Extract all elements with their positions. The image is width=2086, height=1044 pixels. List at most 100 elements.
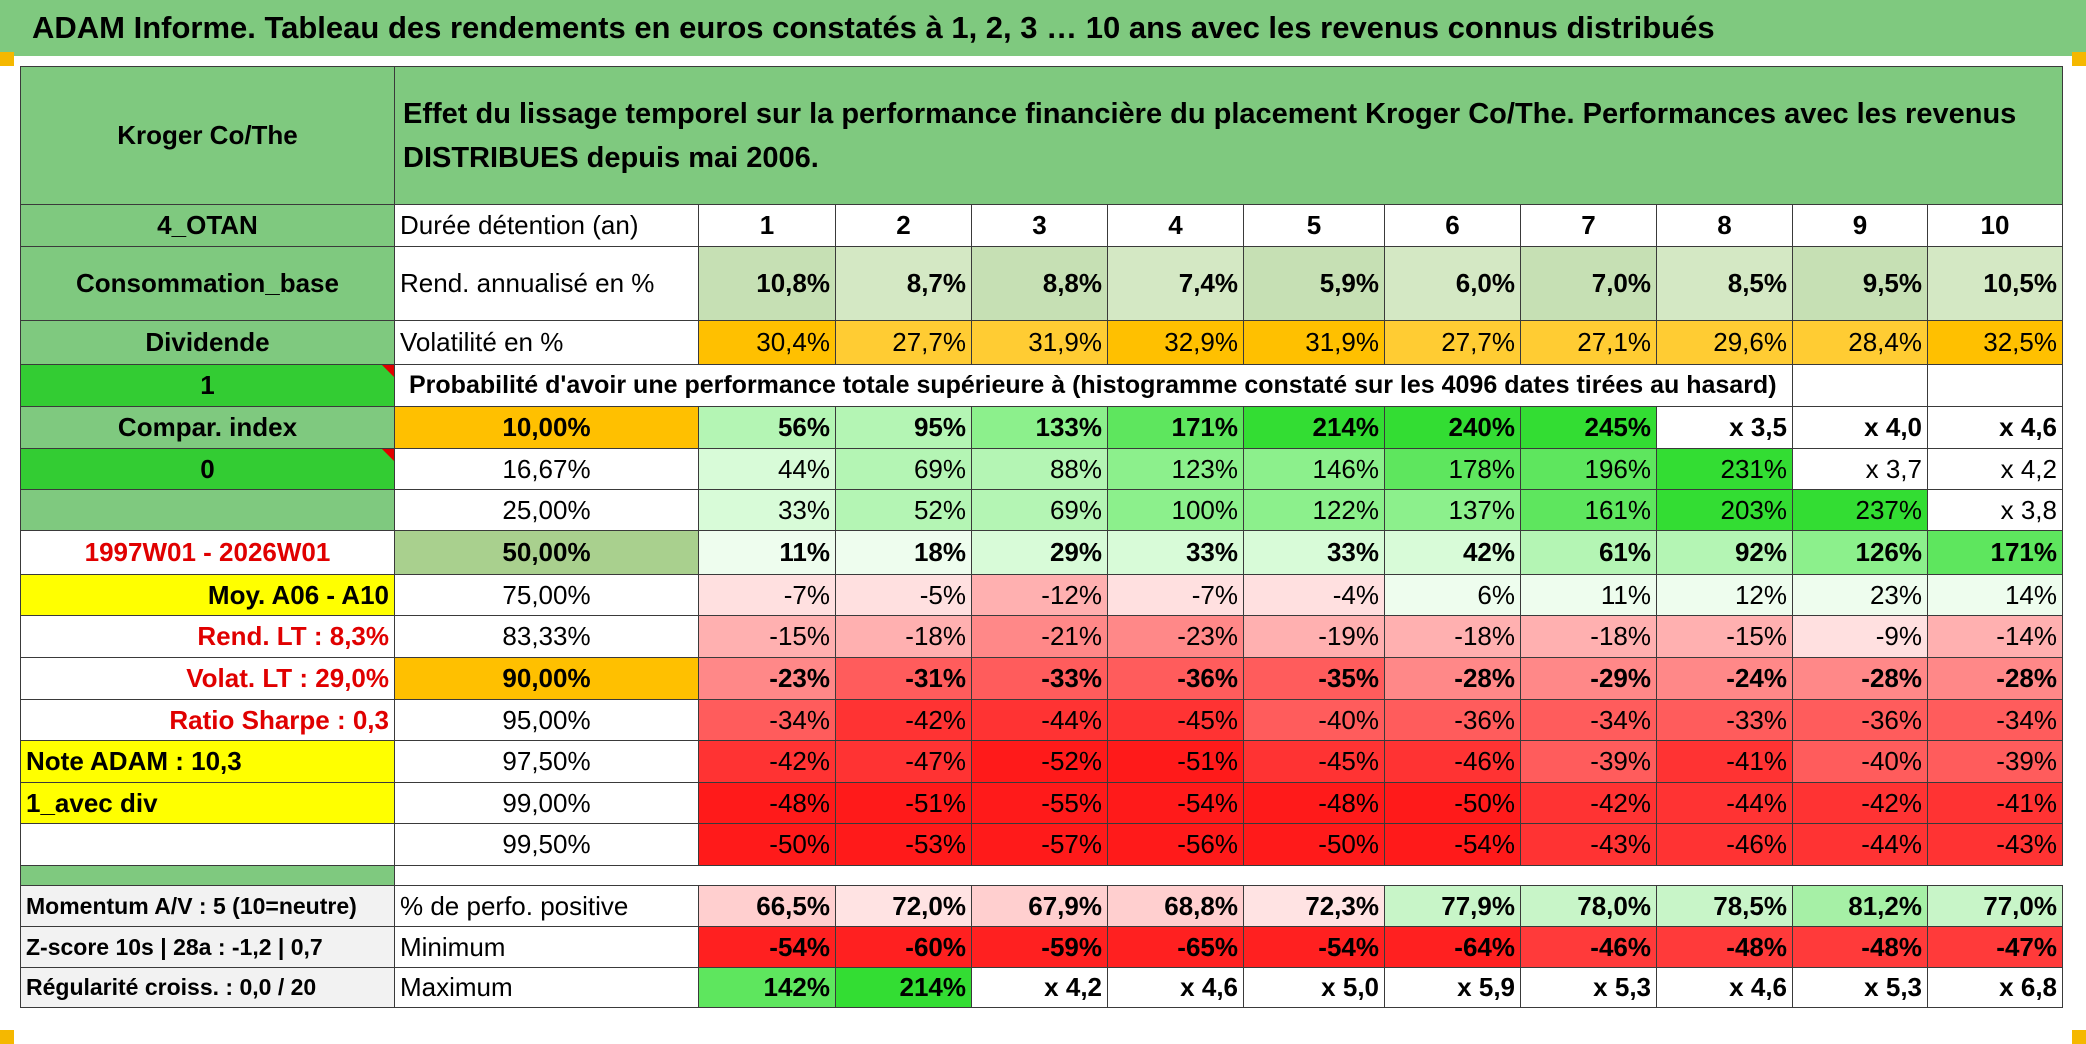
stat-value: x 4,2: [971, 967, 1108, 1008]
perf-value: -21%: [971, 615, 1108, 658]
perf-value: -42%: [1792, 782, 1928, 824]
perf-value: 6%: [1384, 574, 1521, 616]
perf-value: -54%: [1107, 782, 1244, 824]
perf-value: -36%: [1107, 657, 1244, 700]
info-left-cell: Dividende: [20, 320, 395, 365]
perf-value: -15%: [1656, 615, 1793, 658]
perf-value: 171%: [1107, 406, 1244, 449]
perf-value: -23%: [698, 657, 836, 700]
info-value: 32,9%: [1107, 320, 1244, 365]
perf-value: -36%: [1384, 699, 1521, 741]
perf-row: Compar. index 10,00% 56% 95% 133% 171% 214% 240…: [20, 406, 2063, 449]
perf-value: -34%: [1927, 699, 2063, 741]
stat-value: -65%: [1107, 926, 1244, 968]
perf-value: -50%: [698, 823, 836, 866]
perf-value: 88%: [971, 448, 1108, 490]
perf-value: 92%: [1656, 530, 1793, 575]
stat-value: 78,0%: [1520, 885, 1657, 927]
performance-table: Kroger Co/The Effet du lissage temporel s…: [20, 66, 2063, 1008]
info-value: 4: [1107, 204, 1244, 247]
perf-value: 214%: [1243, 406, 1385, 449]
perf-left-cell: 0: [20, 448, 395, 490]
stat-value: -54%: [1243, 926, 1385, 968]
empty-cell: [1927, 364, 2063, 407]
perf-value: 196%: [1520, 448, 1657, 490]
perf-value: -28%: [1384, 657, 1521, 700]
perf-row: Moy. A06 - A10 75,00% -7% -5% -12% -7% -4% 6% 11…: [20, 574, 2063, 616]
info-value: 7,4%: [1107, 246, 1244, 321]
info-value: 27,7%: [1384, 320, 1521, 365]
perf-value: -57%: [971, 823, 1108, 866]
perf-value: -55%: [971, 782, 1108, 824]
stat-value: -59%: [971, 926, 1108, 968]
perf-value: 56%: [698, 406, 836, 449]
stat-value: x 5,9: [1384, 967, 1521, 1008]
perf-value: 33%: [1107, 530, 1244, 575]
perf-value: x 3,8: [1927, 489, 2063, 531]
perf-value: -33%: [971, 657, 1108, 700]
perf-value: 100%: [1107, 489, 1244, 531]
perf-value: -39%: [1927, 740, 2063, 783]
corner-marker-left: [0, 52, 14, 66]
perf-value: -42%: [835, 699, 972, 741]
perf-left-cell: Moy. A06 - A10: [20, 574, 395, 616]
perf-value: 44%: [698, 448, 836, 490]
info-value: 31,9%: [971, 320, 1108, 365]
empty-cell: [1792, 364, 1928, 407]
stat-value: 78,5%: [1656, 885, 1793, 927]
info-row: 4_OTAN Durée détention (an) 1 2 3 4 5 6 7 8 9 10: [20, 204, 2063, 247]
perf-value: 122%: [1243, 489, 1385, 531]
perf-value: -51%: [835, 782, 972, 824]
stat-value: 214%: [835, 967, 972, 1008]
info-value: 9: [1792, 204, 1928, 247]
info-value: 5: [1243, 204, 1385, 247]
info-value: 28,4%: [1792, 320, 1928, 365]
perf-value: -33%: [1656, 699, 1793, 741]
header-left-cell: Kroger Co/The: [20, 66, 395, 205]
header-description: Effet du lissage temporel sur la perform…: [394, 66, 2063, 205]
info-value: 7: [1520, 204, 1657, 247]
stat-value: -48%: [1792, 926, 1928, 968]
perf-value: -41%: [1927, 782, 2063, 824]
info-value: 3: [971, 204, 1108, 247]
stat-value: 77,0%: [1927, 885, 2063, 927]
perf-value: -42%: [698, 740, 836, 783]
stat-value: 68,8%: [1107, 885, 1244, 927]
stat-label: Maximum: [394, 967, 699, 1008]
perf-value: 240%: [1384, 406, 1521, 449]
info-value: 32,5%: [1927, 320, 2063, 365]
perf-left-cell: Note ADAM : 10,3: [20, 740, 395, 783]
perf-value: -35%: [1243, 657, 1385, 700]
perf-value: -7%: [698, 574, 836, 616]
stat-value: 67,9%: [971, 885, 1108, 927]
perf-value: 137%: [1384, 489, 1521, 531]
perf-value: -14%: [1927, 615, 2063, 658]
perf-value: -34%: [698, 699, 836, 741]
stat-row: Momentum A/V : 5 (10=neutre)% de perfo. …: [20, 885, 2063, 927]
perf-value: 11%: [698, 530, 836, 575]
stat-value: x 5,3: [1520, 967, 1657, 1008]
info-label: Rend. annualisé en %: [394, 246, 699, 321]
stat-value: x 4,6: [1107, 967, 1244, 1008]
perf-value: -28%: [1792, 657, 1928, 700]
perf-value: 33%: [1243, 530, 1385, 575]
stat-value: -54%: [698, 926, 836, 968]
stat-value: x 5,0: [1243, 967, 1385, 1008]
spacer-right: [395, 866, 2063, 886]
perf-value: 178%: [1384, 448, 1521, 490]
stat-row: Régularité croiss. : 0,0 / 20 Maximum 142%…: [20, 967, 2063, 1008]
perf-value: 14%: [1927, 574, 2063, 616]
perf-value: -36%: [1792, 699, 1928, 741]
perf-value: -40%: [1792, 740, 1928, 783]
perf-value: 203%: [1656, 489, 1793, 531]
stat-left-cell: Z-score 10s | 28a : -1,2 | 0,7: [20, 926, 395, 968]
perf-value: -52%: [971, 740, 1108, 783]
stat-value: -64%: [1384, 926, 1521, 968]
info-value: 30,4%: [698, 320, 836, 365]
stat-value: -60%: [835, 926, 972, 968]
stat-value: 66,5%: [698, 885, 836, 927]
stat-value: -46%: [1520, 926, 1657, 968]
perf-left-cell: Ratio Sharpe : 0,3: [20, 699, 395, 741]
quantile-cell: 25,00%: [394, 489, 699, 531]
perf-value: 33%: [698, 489, 836, 531]
